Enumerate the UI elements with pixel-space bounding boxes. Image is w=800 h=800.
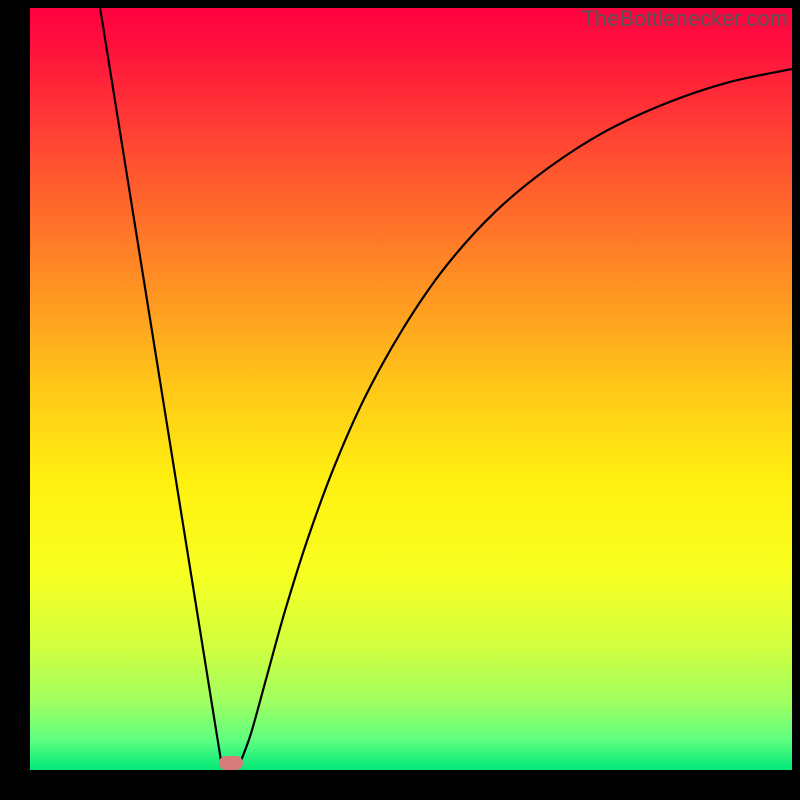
optimal-point-marker: [219, 756, 243, 770]
curve-layer: [30, 8, 792, 770]
chart-container: TheBottlenecker.com: [0, 0, 800, 800]
curve-right-branch: [240, 69, 792, 762]
watermark-text: TheBottlenecker.com: [581, 6, 788, 32]
plot-area: [30, 8, 792, 770]
curve-left-branch: [100, 8, 221, 762]
